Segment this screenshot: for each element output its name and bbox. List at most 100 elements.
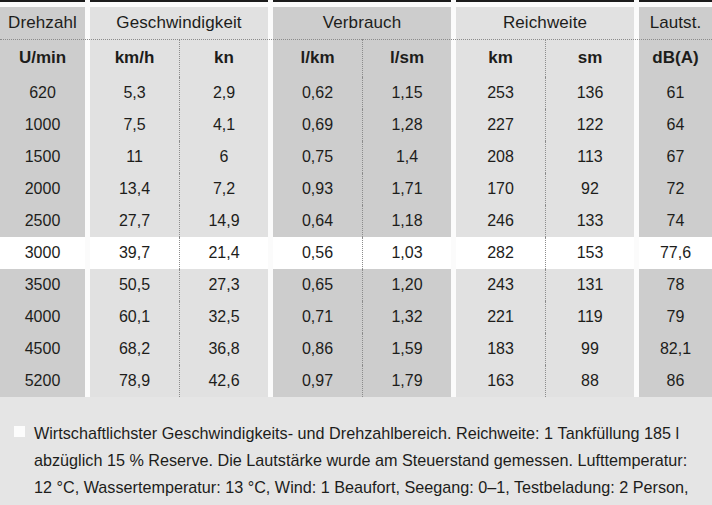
table-cell: 74 (639, 205, 712, 237)
highlight-legend-swatch (14, 426, 25, 437)
table-cell: 0,75 (273, 141, 362, 173)
table-cell: 0,93 (273, 173, 362, 205)
table-cell: 36,8 (179, 333, 268, 365)
table-cell: 113 (545, 141, 634, 173)
table-cell: 0,69 (273, 109, 362, 141)
table-cell: 7,2 (179, 173, 268, 205)
unit-header-km: km (456, 39, 545, 77)
top-rule-segment (0, 0, 85, 2)
header-dotted-divider (0, 39, 712, 40)
table-cell: 170 (456, 173, 545, 205)
table-cell: 50,5 (90, 269, 179, 301)
footnote: Wirtschaftlichster Geschwindigkeits- und… (14, 420, 698, 505)
table-cell: 1500 (0, 141, 85, 173)
table-cell: 1,28 (362, 109, 451, 141)
group-header-lautst: Lautst. (639, 7, 712, 39)
table-cell: 131 (545, 269, 634, 301)
table-cell: 1000 (0, 109, 85, 141)
table-cell: 1,32 (362, 301, 451, 333)
table-cell: 119 (545, 301, 634, 333)
table-cell: 5200 (0, 365, 85, 397)
table-cell: 11 (90, 141, 179, 173)
table-cell: 227 (456, 109, 545, 141)
table-cell: 39,7 (90, 237, 179, 269)
table-cell: 79 (639, 301, 712, 333)
table-cell: 77,6 (639, 237, 712, 269)
table-cell: 1,15 (362, 77, 451, 109)
table-cell: 0,65 (273, 269, 362, 301)
table-cell: 221 (456, 301, 545, 333)
table-cell: 3000 (0, 237, 85, 269)
unit-header-u-min: U/min (0, 39, 85, 77)
table-cell: 2000 (0, 173, 85, 205)
top-rule-segment (456, 0, 634, 2)
unit-header-l-km: l/km (273, 39, 362, 77)
top-rule-segment (90, 0, 268, 2)
table-cell: 246 (456, 205, 545, 237)
top-rule-segment (273, 0, 451, 2)
table-cell: 32,5 (179, 301, 268, 333)
table-cell: 67 (639, 141, 712, 173)
table-cell: 68,2 (90, 333, 179, 365)
table-cell: 78 (639, 269, 712, 301)
table-cell: 1,71 (362, 173, 451, 205)
table-cell: 5,3 (90, 77, 179, 109)
group-header-drehzahl: Drehzahl (0, 7, 85, 39)
table-cell: 13,4 (90, 173, 179, 205)
table-cell: 27,3 (179, 269, 268, 301)
table-cell: 64 (639, 109, 712, 141)
table-cell: 0,56 (273, 237, 362, 269)
group-header-geschwindigkeit: Geschwindigkeit (90, 7, 268, 39)
table-cell: 153 (545, 237, 634, 269)
table-cell: 0,97 (273, 365, 362, 397)
performance-table: DrehzahlGeschwindigkeitVerbrauchReichwei… (0, 0, 712, 397)
table-cell: 133 (545, 205, 634, 237)
table-cell: 1,79 (362, 365, 451, 397)
unit-header-l-sm: l/sm (362, 39, 451, 77)
table-cell: 208 (456, 141, 545, 173)
table-cell: 183 (456, 333, 545, 365)
table-cell: 2,9 (179, 77, 268, 109)
table-cell: 0,71 (273, 301, 362, 333)
table-cell: 0,64 (273, 205, 362, 237)
table-cell: 4000 (0, 301, 85, 333)
table-cell: 42,6 (179, 365, 268, 397)
table-cell: 253 (456, 77, 545, 109)
table-cell: 4,1 (179, 109, 268, 141)
table-cell: 60,1 (90, 301, 179, 333)
table-cell: 99 (545, 333, 634, 365)
table-cell: 14,9 (179, 205, 268, 237)
unit-header-km-h: km/h (90, 39, 179, 77)
table-cell: 122 (545, 109, 634, 141)
unit-header-sm: sm (545, 39, 634, 77)
table-cell: 0,86 (273, 333, 362, 365)
footnote-text: Wirtschaftlichster Geschwindigkeits- und… (34, 420, 698, 505)
table-cell: 136 (545, 77, 634, 109)
unit-header-db-a: dB(A) (639, 39, 712, 77)
table-cell: 88 (545, 365, 634, 397)
table-cell: 6 (179, 141, 268, 173)
table-cell: 163 (456, 365, 545, 397)
table-cell: 61 (639, 77, 712, 109)
table-cell: 1,18 (362, 205, 451, 237)
table-cell: 0,62 (273, 77, 362, 109)
table-cell: 282 (456, 237, 545, 269)
table-cell: 620 (0, 77, 85, 109)
table-cell: 92 (545, 173, 634, 205)
table-cell: 21,4 (179, 237, 268, 269)
table-cell: 2500 (0, 205, 85, 237)
table-cell: 1,20 (362, 269, 451, 301)
top-rule-segment (639, 0, 712, 2)
table-cell: 78,9 (90, 365, 179, 397)
table-cell: 1,59 (362, 333, 451, 365)
table-cell: 3500 (0, 269, 85, 301)
table-cell: 72 (639, 173, 712, 205)
table-cell: 1,4 (362, 141, 451, 173)
table-cell: 86 (639, 365, 712, 397)
table-cell: 243 (456, 269, 545, 301)
group-header-reichweite: Reichweite (456, 7, 634, 39)
group-header-verbrauch: Verbrauch (273, 7, 451, 39)
table-cell: 4500 (0, 333, 85, 365)
unit-header-kn: kn (179, 39, 268, 77)
table-cell: 1,03 (362, 237, 451, 269)
